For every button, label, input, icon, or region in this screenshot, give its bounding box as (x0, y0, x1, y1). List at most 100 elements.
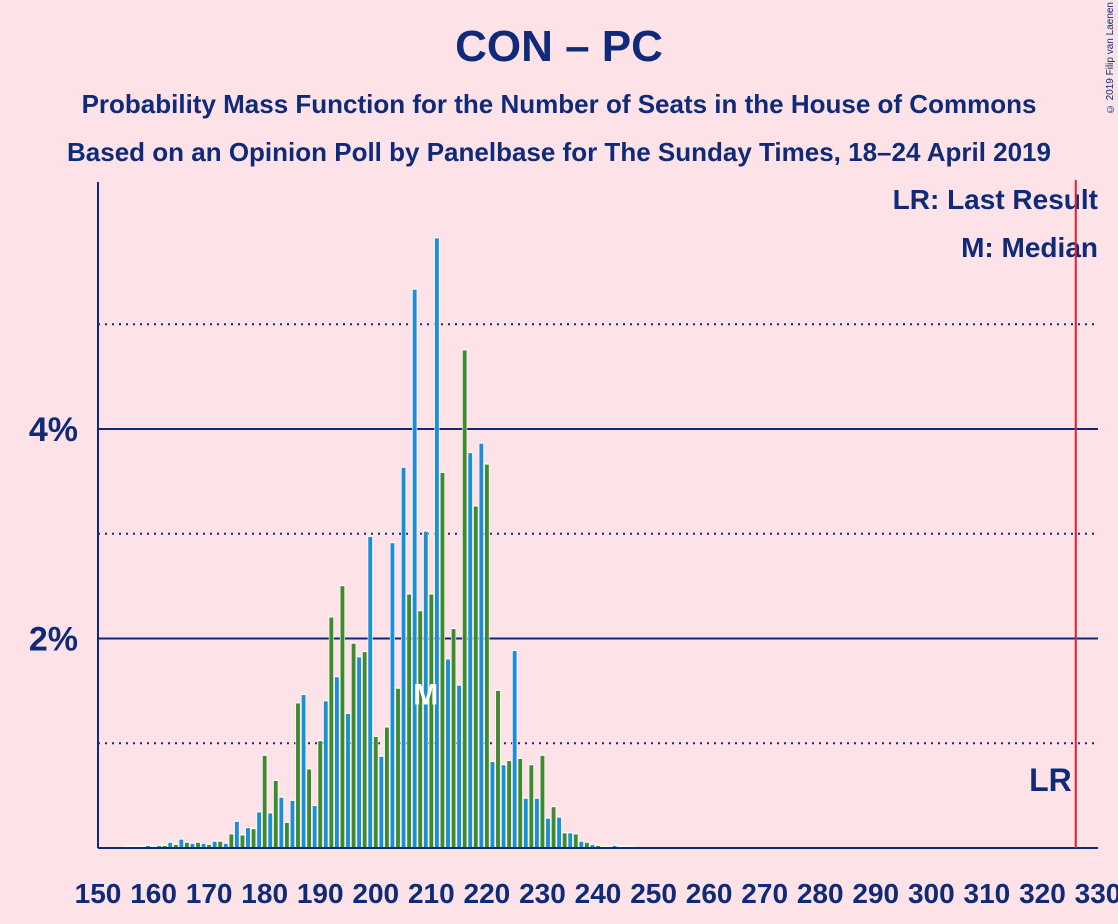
bar-outline (128, 845, 134, 848)
bar (157, 845, 162, 848)
bar (229, 834, 234, 848)
bar (334, 677, 339, 848)
chart-subtitle-source: Based on an Opinion Poll by Panelbase fo… (67, 137, 1051, 167)
bar (368, 536, 373, 848)
axes (97, 182, 1098, 849)
bar (457, 685, 462, 848)
bar (612, 845, 617, 848)
bar (596, 845, 600, 848)
bar (412, 289, 417, 848)
x-tick-label: 250 (630, 878, 677, 909)
bar (312, 806, 317, 848)
bar (329, 617, 334, 848)
tick-labels: 2% 4% 150 160 170 180 190 200 210 220 230 240 250 260… (29, 411, 1118, 909)
x-tick-label: 150 (75, 878, 122, 909)
x-tick-label: 230 (519, 878, 566, 909)
bar (240, 835, 245, 848)
bar (340, 586, 345, 848)
bar (479, 443, 484, 848)
bar (579, 841, 584, 848)
bar (484, 464, 489, 848)
bar (423, 531, 428, 848)
bar (534, 798, 539, 848)
bar (384, 727, 389, 848)
bar (357, 657, 362, 848)
bar (318, 741, 323, 848)
x-tick-label: 260 (686, 878, 733, 909)
bar (518, 758, 523, 848)
bar (546, 818, 550, 848)
bar (407, 594, 412, 848)
bar (223, 843, 228, 848)
annotations: M LR (413, 180, 1077, 848)
bar (262, 755, 267, 848)
bar-outline (617, 845, 623, 848)
bar (418, 611, 423, 848)
x-tick-label: 290 (852, 878, 899, 909)
bar (501, 765, 506, 848)
x-tick-label: 330 (1075, 878, 1118, 909)
x-tick-label: 320 (1019, 878, 1066, 909)
bar-outline (123, 845, 129, 848)
y-tick-label: 2% (29, 621, 78, 659)
grid-lines (98, 323, 1098, 745)
bar (507, 761, 512, 848)
x-tick-label: 160 (130, 878, 177, 909)
bar (512, 651, 517, 848)
x-tick-label: 200 (352, 878, 399, 909)
bar (462, 350, 467, 848)
x-tick-label: 280 (797, 878, 844, 909)
bar (184, 842, 189, 848)
bar-outline (623, 845, 629, 848)
bar-outline (606, 845, 612, 848)
bar (246, 828, 250, 848)
bar (490, 762, 495, 848)
bar (496, 690, 500, 848)
bar (523, 798, 528, 848)
bar (290, 800, 295, 848)
bar (451, 629, 456, 848)
bar (201, 843, 206, 848)
bar-outline (151, 845, 157, 848)
bar (362, 652, 367, 848)
bar (207, 844, 212, 848)
bar (162, 845, 167, 848)
legend-last-result: LR: Last Result (892, 184, 1098, 215)
bar (396, 688, 400, 848)
bar (446, 659, 450, 848)
bar (346, 713, 350, 848)
bar (168, 842, 173, 848)
bar (179, 839, 184, 848)
bar (434, 238, 439, 849)
median-marker: M (413, 678, 438, 711)
bar-outline (601, 845, 607, 848)
bar (257, 812, 262, 848)
bar (307, 769, 312, 848)
y-tick-label: 4% (29, 411, 78, 449)
bar (146, 845, 150, 848)
chart-subtitle: Probability Mass Function for the Number… (81, 89, 1037, 119)
bar (573, 834, 578, 848)
bar (284, 822, 289, 848)
bar (562, 833, 567, 848)
bar (173, 844, 178, 848)
bar (212, 841, 217, 848)
x-tick-label: 190 (297, 878, 344, 909)
bar (351, 643, 356, 848)
bars (123, 237, 634, 849)
bar (568, 833, 573, 848)
bar (584, 842, 589, 848)
bar (557, 817, 562, 848)
x-tick-label: 310 (964, 878, 1011, 909)
bar-outline (628, 845, 634, 848)
bar (468, 453, 473, 848)
bar (379, 756, 384, 848)
bar (251, 829, 256, 848)
bar (529, 765, 534, 848)
x-tick-label: 180 (241, 878, 288, 909)
x-tick-label: 240 (575, 878, 622, 909)
bar (218, 841, 223, 848)
bar (190, 843, 195, 848)
bar (196, 842, 200, 848)
